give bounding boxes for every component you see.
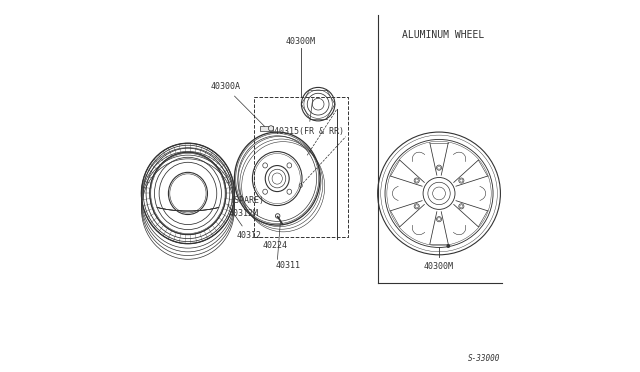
Text: S-33000: S-33000	[468, 354, 500, 363]
Circle shape	[268, 126, 273, 131]
Bar	[260, 126, 273, 131]
Text: 40300A: 40300A	[211, 82, 264, 126]
Text: 40224: 40224	[262, 241, 287, 250]
Text: (SPARE): (SPARE)	[229, 196, 264, 205]
Text: 40315(FR & RR): 40315(FR & RR)	[273, 99, 344, 136]
Circle shape	[447, 245, 449, 247]
Text: 40300M: 40300M	[424, 262, 454, 271]
Text: ALUMINUM WHEEL: ALUMINUM WHEEL	[402, 30, 484, 40]
Text: 40300M: 40300M	[285, 37, 316, 46]
Text: 40312: 40312	[228, 205, 261, 240]
Text: 40311: 40311	[275, 262, 300, 270]
Text: 40312M: 40312M	[229, 209, 259, 218]
